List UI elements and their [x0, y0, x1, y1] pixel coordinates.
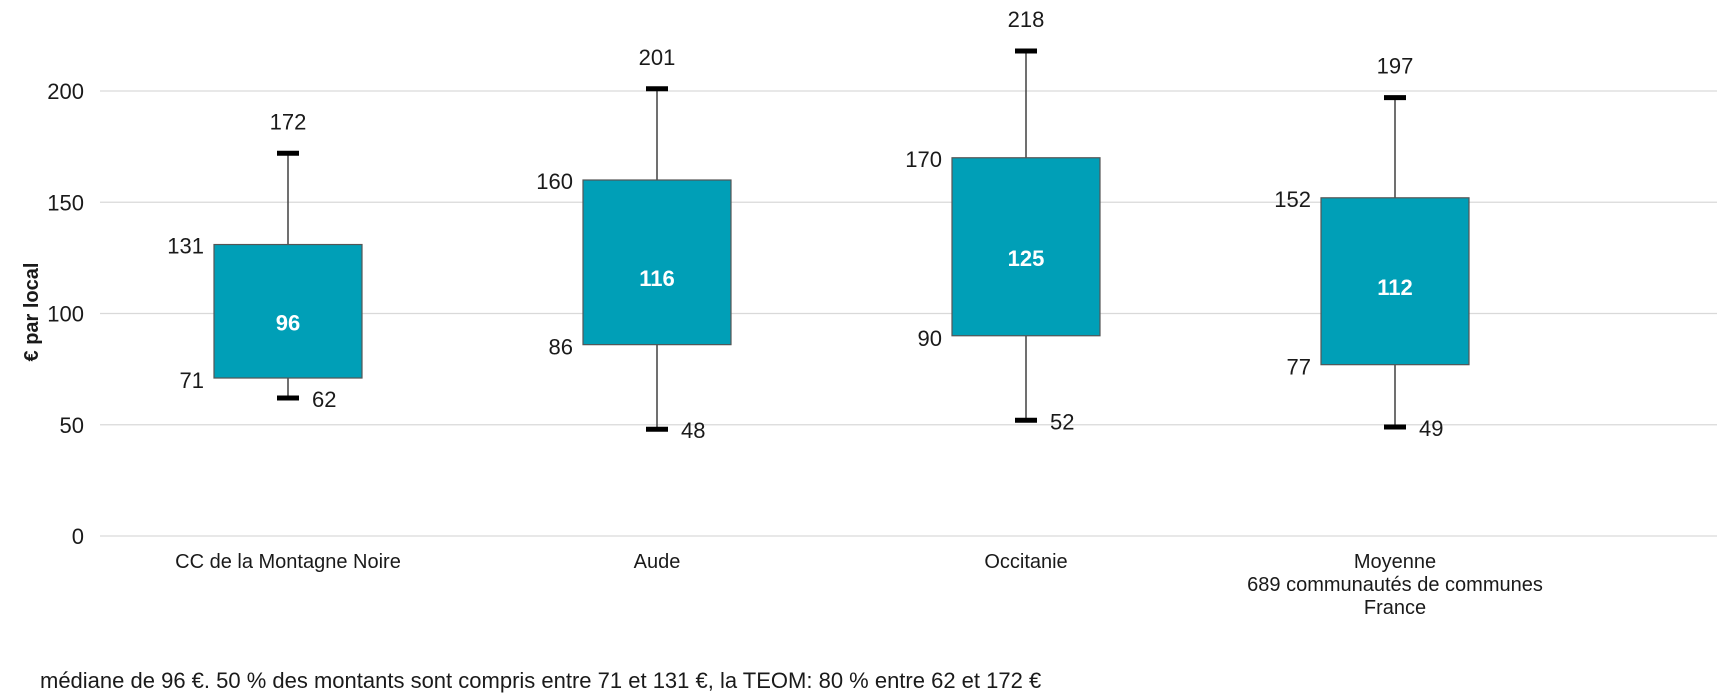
x-tick-label: Occitanie	[984, 551, 1067, 573]
q3-label: 160	[536, 169, 573, 194]
x-tick-label: CC de la Montagne Noire	[175, 551, 401, 573]
min-label: 62	[312, 387, 336, 412]
q1-label: 77	[1287, 355, 1311, 380]
x-tick-label-line: Occitanie	[984, 551, 1067, 573]
y-tick-label: 0	[72, 524, 84, 549]
max-label: 172	[270, 109, 307, 134]
median-label: 112	[1377, 275, 1413, 300]
min-label: 48	[681, 418, 705, 443]
x-tick-label-line: France	[1364, 597, 1426, 619]
y-tick-label: 50	[60, 413, 84, 438]
max-label: 201	[639, 45, 676, 70]
median-label: 125	[1008, 246, 1045, 271]
boxes: 172 131 71 96 62 201 160 86 116 48 218 170 90 125 52 19…	[167, 7, 1470, 443]
footnote: médiane de 96 €. 50 % des montants sont …	[40, 668, 1042, 693]
x-tick-label-line: CC de la Montagne Noire	[175, 551, 401, 573]
x-tick-label-line: Moyenne	[1354, 551, 1436, 573]
median-label: 116	[639, 266, 675, 291]
box-group: 201 160 86 116 48	[536, 45, 732, 443]
iqr-box	[582, 179, 732, 346]
min-label: 49	[1419, 416, 1443, 441]
q1-label: 86	[549, 335, 573, 360]
x-tick-label: Moyenne 689 communautés de communes France	[1247, 551, 1543, 619]
iqr-box	[951, 157, 1101, 337]
y-tick-label: 150	[47, 190, 84, 215]
x-axis-ticks: CC de la Montagne Noire Aude Occitanie Moye…	[175, 551, 1543, 619]
q3-label: 152	[1274, 187, 1311, 212]
y-axis-ticks: 0 50 100 150 200	[47, 79, 84, 549]
max-label: 218	[1008, 7, 1045, 32]
y-tick-label: 100	[47, 302, 84, 327]
y-axis-label: € par local	[21, 263, 43, 362]
q3-label: 170	[905, 147, 942, 172]
box-group: 172 131 71 96 62	[167, 109, 363, 412]
y-tick-label: 200	[47, 79, 84, 104]
q1-label: 90	[918, 326, 942, 351]
max-label: 197	[1377, 54, 1414, 79]
median-label: 96	[276, 310, 300, 335]
iqr-box	[213, 243, 363, 379]
x-tick-label: Aude	[634, 551, 681, 573]
box-group: 197 152 77 112 49	[1274, 54, 1470, 441]
q3-label: 131	[167, 234, 204, 259]
box-group: 218 170 90 125 52	[905, 7, 1101, 434]
q1-label: 71	[180, 368, 204, 393]
iqr-box	[1320, 197, 1470, 366]
min-label: 52	[1050, 409, 1074, 434]
x-tick-label-line: 689 communautés de communes	[1247, 574, 1543, 596]
x-tick-label-line: Aude	[634, 551, 681, 573]
